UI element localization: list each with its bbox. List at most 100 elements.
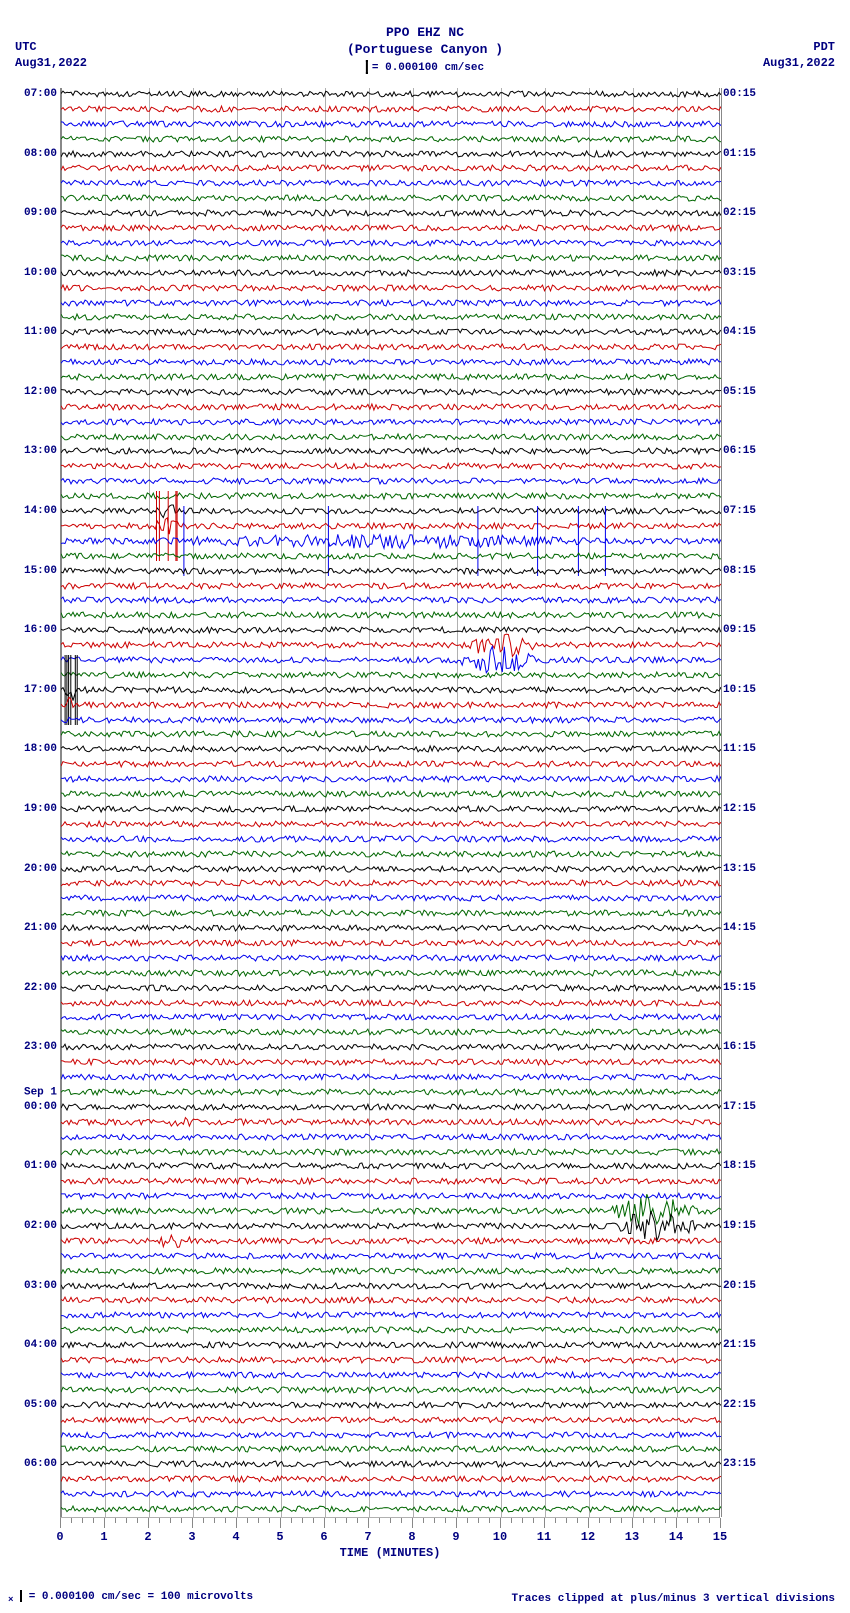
pdt-time-label: 00:15 <box>719 88 756 100</box>
x-tick-minor <box>445 1518 446 1523</box>
x-tick-label: 6 <box>320 1530 327 1544</box>
pdt-time-label: 15:15 <box>719 982 756 994</box>
x-tick-minor <box>115 1518 116 1523</box>
pdt-time-label: 07:15 <box>719 505 756 517</box>
x-tick-label: 7 <box>364 1530 371 1544</box>
x-tick-minor <box>93 1518 94 1523</box>
x-axis: TIME (MINUTES) 0123456789101112131415 <box>60 1518 720 1568</box>
pdt-time-label: 18:15 <box>719 1160 756 1172</box>
x-tick <box>632 1518 633 1528</box>
footer-clip-note: Traces clipped at plus/minus 3 vertical … <box>512 1593 835 1605</box>
x-tick-minor <box>291 1518 292 1523</box>
x-tick <box>544 1518 545 1528</box>
x-tick <box>500 1518 501 1528</box>
x-tick-minor <box>665 1518 666 1523</box>
x-tick-label: 15 <box>713 1530 727 1544</box>
x-tick <box>324 1518 325 1528</box>
x-tick-label: 11 <box>537 1530 551 1544</box>
x-tick-minor <box>71 1518 72 1523</box>
pdt-time-label: 10:15 <box>719 684 756 696</box>
utc-time-label: 11:00 <box>24 326 61 338</box>
utc-time-label: 10:00 <box>24 267 61 279</box>
pdt-time-label: 17:15 <box>719 1101 756 1113</box>
x-tick <box>104 1518 105 1528</box>
x-tick-label: 10 <box>493 1530 507 1544</box>
x-tick <box>720 1518 721 1528</box>
pdt-time-label: 22:15 <box>719 1399 756 1411</box>
date-pdt: Aug31,2022 <box>763 56 835 70</box>
pdt-time-label: 03:15 <box>719 267 756 279</box>
x-tick-minor <box>269 1518 270 1523</box>
x-tick-minor <box>654 1518 655 1523</box>
utc-time-label: 14:00 <box>24 505 61 517</box>
utc-time-label: 08:00 <box>24 148 61 160</box>
x-tick-minor <box>82 1518 83 1523</box>
utc-time-label: 16:00 <box>24 624 61 636</box>
x-tick-minor <box>126 1518 127 1523</box>
utc-time-label: 07:00 <box>24 88 61 100</box>
x-tick-minor <box>313 1518 314 1523</box>
x-tick-minor <box>643 1518 644 1523</box>
x-tick <box>676 1518 677 1528</box>
x-tick-label: 3 <box>188 1530 195 1544</box>
x-tick-minor <box>511 1518 512 1523</box>
utc-time-label: 01:00 <box>24 1160 61 1172</box>
x-tick-minor <box>434 1518 435 1523</box>
pdt-time-label: 23:15 <box>719 1458 756 1470</box>
utc-time-label: 23:00 <box>24 1041 61 1053</box>
pdt-time-label: 01:15 <box>719 148 756 160</box>
x-tick-label: 12 <box>581 1530 595 1544</box>
x-tick-label: 0 <box>56 1530 63 1544</box>
x-tick <box>60 1518 61 1528</box>
utc-time-label: 18:00 <box>24 743 61 755</box>
station-code: PPO EHZ NC <box>0 25 850 40</box>
utc-time-label: 21:00 <box>24 922 61 934</box>
pdt-time-label: 05:15 <box>719 386 756 398</box>
utc-time-label: 03:00 <box>24 1280 61 1292</box>
x-tick-label: 8 <box>408 1530 415 1544</box>
x-tick-minor <box>335 1518 336 1523</box>
x-tick-minor <box>247 1518 248 1523</box>
x-tick <box>412 1518 413 1528</box>
utc-time-label: 19:00 <box>24 803 61 815</box>
x-tick-minor <box>566 1518 567 1523</box>
utc-time-label: 04:00 <box>24 1339 61 1351</box>
pdt-time-label: 06:15 <box>719 445 756 457</box>
pdt-time-label: 12:15 <box>719 803 756 815</box>
x-tick-minor <box>214 1518 215 1523</box>
x-tick-minor <box>698 1518 699 1523</box>
pdt-time-label: 09:15 <box>719 624 756 636</box>
x-tick-minor <box>203 1518 204 1523</box>
x-tick-minor <box>522 1518 523 1523</box>
x-tick-label: 4 <box>232 1530 239 1544</box>
x-tick-minor <box>357 1518 358 1523</box>
x-tick-minor <box>687 1518 688 1523</box>
utc-time-label: 20:00 <box>24 863 61 875</box>
utc-time-label: 15:00 <box>24 565 61 577</box>
tz-pdt: PDT <box>763 40 835 54</box>
x-tick-minor <box>423 1518 424 1523</box>
x-tick-minor <box>478 1518 479 1523</box>
pdt-time-label: 04:15 <box>719 326 756 338</box>
utc-time-label: 17:00 <box>24 684 61 696</box>
utc-time-label: 13:00 <box>24 445 61 457</box>
x-tick-minor <box>258 1518 259 1523</box>
x-tick-label: 14 <box>669 1530 683 1544</box>
x-tick-minor <box>170 1518 171 1523</box>
x-tick-minor <box>577 1518 578 1523</box>
x-tick-minor <box>225 1518 226 1523</box>
x-tick-minor <box>599 1518 600 1523</box>
helicorder-plot: 07:0000:1508:0001:1509:0002:1510:0003:15… <box>60 88 720 1518</box>
pdt-time-label: 13:15 <box>719 863 756 875</box>
x-tick <box>588 1518 589 1528</box>
pdt-time-label: 19:15 <box>719 1220 756 1232</box>
pdt-time-label: 16:15 <box>719 1041 756 1053</box>
x-tick-label: 9 <box>452 1530 459 1544</box>
pdt-time-label: 08:15 <box>719 565 756 577</box>
x-tick-minor <box>621 1518 622 1523</box>
x-tick-label: 1 <box>100 1530 107 1544</box>
pdt-time-label: 20:15 <box>719 1280 756 1292</box>
utc-time-label: 00:00 <box>24 1101 61 1113</box>
pdt-time-label: 11:15 <box>719 743 756 755</box>
utc-time-label: 09:00 <box>24 207 61 219</box>
